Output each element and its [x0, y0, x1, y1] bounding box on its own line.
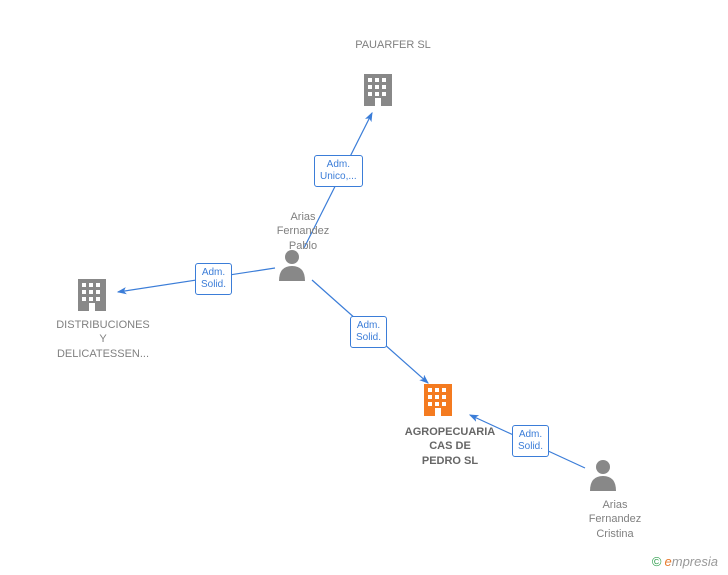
building-icon: [78, 279, 106, 311]
edge-label: Adm. Solid.: [195, 263, 232, 295]
brand-first-letter: e: [665, 554, 672, 569]
node-label: DISTRIBUCIONES Y DELICATESSEN...: [38, 318, 168, 361]
node-label: Arias Fernandez Pablo: [258, 210, 348, 253]
watermark: ©empresia: [652, 554, 718, 569]
copyright-symbol: ©: [652, 554, 662, 569]
person-icon: [279, 250, 305, 281]
building-icon: [424, 384, 452, 416]
person-icon: [590, 460, 616, 491]
node-label: PAUARFER SL: [338, 38, 448, 52]
edge-label: Adm. Unico,...: [314, 155, 363, 187]
node-label: Arias Fernandez Cristina: [570, 498, 660, 541]
brand-rest: mpresia: [672, 554, 718, 569]
node-label: AGROPECUARIA CAS DE PEDRO SL: [385, 425, 515, 468]
edge-label: Adm. Solid.: [512, 425, 549, 457]
edge-label: Adm. Solid.: [350, 316, 387, 348]
building-icon: [364, 74, 392, 106]
